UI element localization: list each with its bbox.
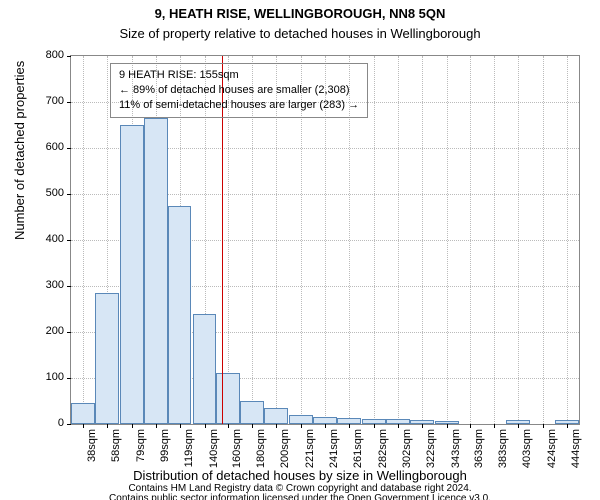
xtick-mark — [107, 424, 108, 428]
xtick-label: 282sqm — [377, 429, 389, 468]
xtick-mark — [180, 424, 181, 428]
gridline-v — [494, 56, 495, 424]
ytick-label: 500 — [14, 187, 64, 199]
footer-line-2: Contains public sector information licen… — [109, 493, 491, 500]
ytick-label: 100 — [14, 371, 64, 383]
annotation-box: 9 HEATH RISE: 155sqm ← 89% of detached h… — [110, 63, 368, 118]
gridline-v — [398, 56, 399, 424]
histogram-bar — [362, 419, 386, 424]
gridline-v — [470, 56, 471, 424]
xtick-label: 343sqm — [450, 429, 462, 468]
xtick-label: 444sqm — [570, 429, 582, 468]
xtick-mark — [494, 424, 495, 428]
xtick-mark — [398, 424, 399, 428]
ytick-mark — [67, 286, 71, 287]
histogram-bar — [144, 118, 168, 424]
histogram-bar — [313, 417, 337, 424]
footer: Contains HM Land Registry data © Crown c… — [0, 484, 600, 500]
page-title: 9, HEATH RISE, WELLINGBOROUGH, NN8 5QN — [0, 6, 600, 21]
histogram-bar — [95, 293, 119, 424]
xtick-label: 241sqm — [328, 429, 340, 468]
ytick-label: 700 — [14, 95, 64, 107]
xtick-mark — [205, 424, 206, 428]
ytick-mark — [67, 102, 71, 103]
xtick-label: 403sqm — [521, 429, 533, 468]
xtick-mark — [470, 424, 471, 428]
xtick-mark — [325, 424, 326, 428]
ytick-mark — [67, 424, 71, 425]
xtick-label: 383sqm — [497, 429, 509, 468]
x-axis-label: Distribution of detached houses by size … — [0, 468, 600, 483]
gridline-v — [518, 56, 519, 424]
xtick-label: 160sqm — [231, 429, 243, 468]
histogram-bar — [264, 408, 288, 424]
histogram-bar — [120, 125, 144, 424]
xtick-mark — [83, 424, 84, 428]
histogram-bar — [193, 314, 217, 424]
ytick-label: 0 — [14, 417, 64, 429]
gridline-v — [567, 56, 568, 424]
histogram-bar — [289, 415, 313, 424]
histogram-bar — [506, 420, 530, 424]
ytick-label: 600 — [14, 141, 64, 153]
xtick-mark — [543, 424, 544, 428]
xtick-mark — [228, 424, 229, 428]
xtick-label: 302sqm — [401, 429, 413, 468]
xtick-label: 322sqm — [425, 429, 437, 468]
xtick-mark — [447, 424, 448, 428]
ytick-label: 200 — [14, 325, 64, 337]
xtick-mark — [349, 424, 350, 428]
histogram-bar — [337, 418, 361, 424]
annotation-line-1: 9 HEATH RISE: 155sqm — [119, 68, 359, 83]
gridline-v — [447, 56, 448, 424]
xtick-mark — [132, 424, 133, 428]
xtick-mark — [252, 424, 253, 428]
xtick-label: 58sqm — [110, 429, 122, 462]
ytick-mark — [67, 194, 71, 195]
xtick-label: 99sqm — [159, 429, 171, 462]
xtick-mark — [301, 424, 302, 428]
annotation-line-2: ← 89% of detached houses are smaller (2,… — [119, 83, 359, 98]
ytick-mark — [67, 148, 71, 149]
xtick-label: 119sqm — [183, 429, 195, 467]
xtick-label: 363sqm — [473, 429, 485, 468]
histogram-bar — [435, 421, 459, 424]
ytick-mark — [67, 378, 71, 379]
xtick-label: 221sqm — [304, 429, 316, 468]
xtick-mark — [276, 424, 277, 428]
histogram-bar — [216, 373, 240, 424]
xtick-mark — [156, 424, 157, 428]
xtick-label: 140sqm — [208, 429, 220, 468]
page-subtitle: Size of property relative to detached ho… — [0, 26, 600, 41]
xtick-label: 79sqm — [135, 429, 147, 462]
ytick-label: 400 — [14, 233, 64, 245]
xtick-mark — [422, 424, 423, 428]
ytick-mark — [67, 332, 71, 333]
xtick-label: 180sqm — [255, 429, 267, 468]
xtick-label: 200sqm — [279, 429, 291, 468]
histogram-bar — [71, 403, 95, 424]
ytick-mark — [67, 56, 71, 57]
gridline-v — [83, 56, 84, 424]
xtick-mark — [518, 424, 519, 428]
ytick-label: 800 — [14, 49, 64, 61]
histogram-bar — [168, 206, 192, 425]
gridline-v — [374, 56, 375, 424]
gridline-v — [422, 56, 423, 424]
xtick-mark — [374, 424, 375, 428]
ytick-mark — [67, 240, 71, 241]
xtick-label: 424sqm — [546, 429, 558, 468]
histogram-bar — [386, 419, 410, 424]
chart-container: 9, HEATH RISE, WELLINGBOROUGH, NN8 5QN S… — [0, 0, 600, 500]
gridline-v — [543, 56, 544, 424]
xtick-label: 261sqm — [352, 429, 364, 468]
histogram-bar — [410, 420, 434, 424]
annotation-line-3: 11% of semi-detached houses are larger (… — [119, 98, 359, 113]
xtick-mark — [567, 424, 568, 428]
xtick-label: 38sqm — [86, 429, 98, 462]
ytick-label: 300 — [14, 279, 64, 291]
histogram-bar — [240, 401, 264, 424]
histogram-bar — [555, 420, 579, 424]
